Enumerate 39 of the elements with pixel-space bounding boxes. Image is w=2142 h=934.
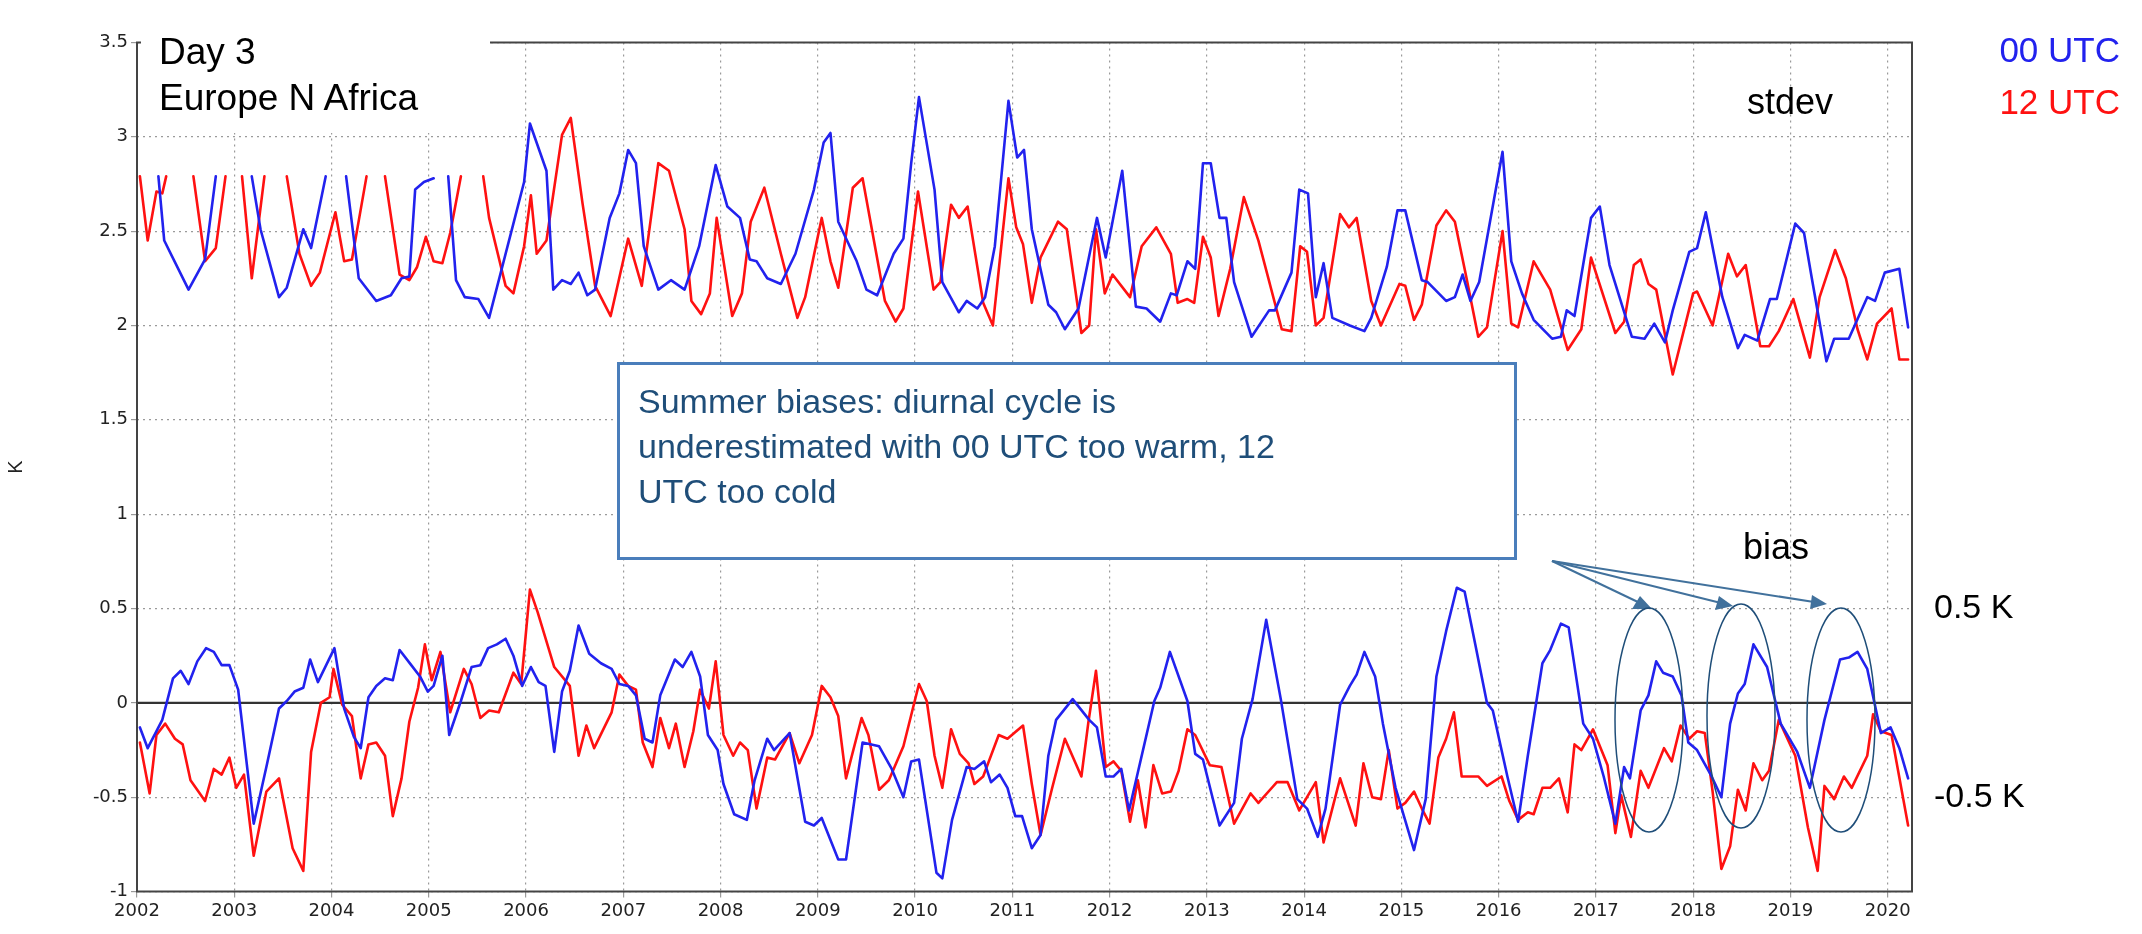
text: 12 UTC: [1999, 81, 2120, 123]
y-axis-title: K: [3, 459, 26, 474]
text: 00 UTC: [1999, 29, 2120, 71]
y-tick-label: 1: [116, 501, 128, 523]
y-tick-label: -1: [110, 879, 128, 901]
annotation: bias: [1742, 526, 1810, 568]
y-tick-label: 0.5: [99, 596, 128, 618]
x-tick-label: 2020: [1864, 899, 1911, 921]
text: Europe N Africa: [159, 76, 420, 120]
y-tick-label: -0.5: [92, 784, 128, 806]
x-tick-label: 2004: [308, 899, 355, 921]
y-tick-label: 3: [116, 124, 128, 146]
y-tick-label: 0: [116, 690, 128, 712]
x-tick-label: 2019: [1767, 899, 1814, 921]
callout-box: Summer biases: diurnal cycle is underestimated with 00 UTC too warm, 12 UTC too cold: [617, 362, 1517, 560]
x-tick-label: 2014: [1281, 899, 1328, 921]
x-tick-label: 2006: [503, 899, 549, 921]
y2-tick-label: -0.5 K: [1934, 775, 2026, 814]
y2-tick-label: 0.5 K: [1934, 586, 2014, 625]
x-tick-label: 2015: [1378, 899, 1425, 921]
x-tick-label: 2017: [1573, 899, 1619, 921]
y-tick-label: 3.5: [99, 30, 128, 52]
y-tick-label: 1.5: [99, 407, 128, 429]
x-tick-label: 2007: [600, 899, 647, 921]
x-tick-label: 2009: [794, 899, 841, 921]
x-tick-label: 2008: [697, 899, 744, 921]
y-tick-label: 2.5: [99, 218, 128, 240]
chart-title: Day 3: [159, 30, 257, 74]
x-tick-label: 2013: [1183, 899, 1230, 921]
y-tick-label: 2: [116, 313, 128, 335]
x-tick-label: 2010: [892, 899, 938, 921]
x-tick-label: 2002: [114, 899, 160, 921]
x-tick-label: 2012: [1086, 899, 1133, 921]
x-tick-label: 2018: [1670, 899, 1717, 921]
x-tick-label: 2016: [1475, 899, 1522, 921]
x-tick-label: 2005: [405, 899, 452, 921]
x-tick-label: 2003: [211, 899, 258, 921]
x-tick-label: 2011: [989, 899, 1036, 921]
annotation: stdev: [1746, 81, 1834, 123]
